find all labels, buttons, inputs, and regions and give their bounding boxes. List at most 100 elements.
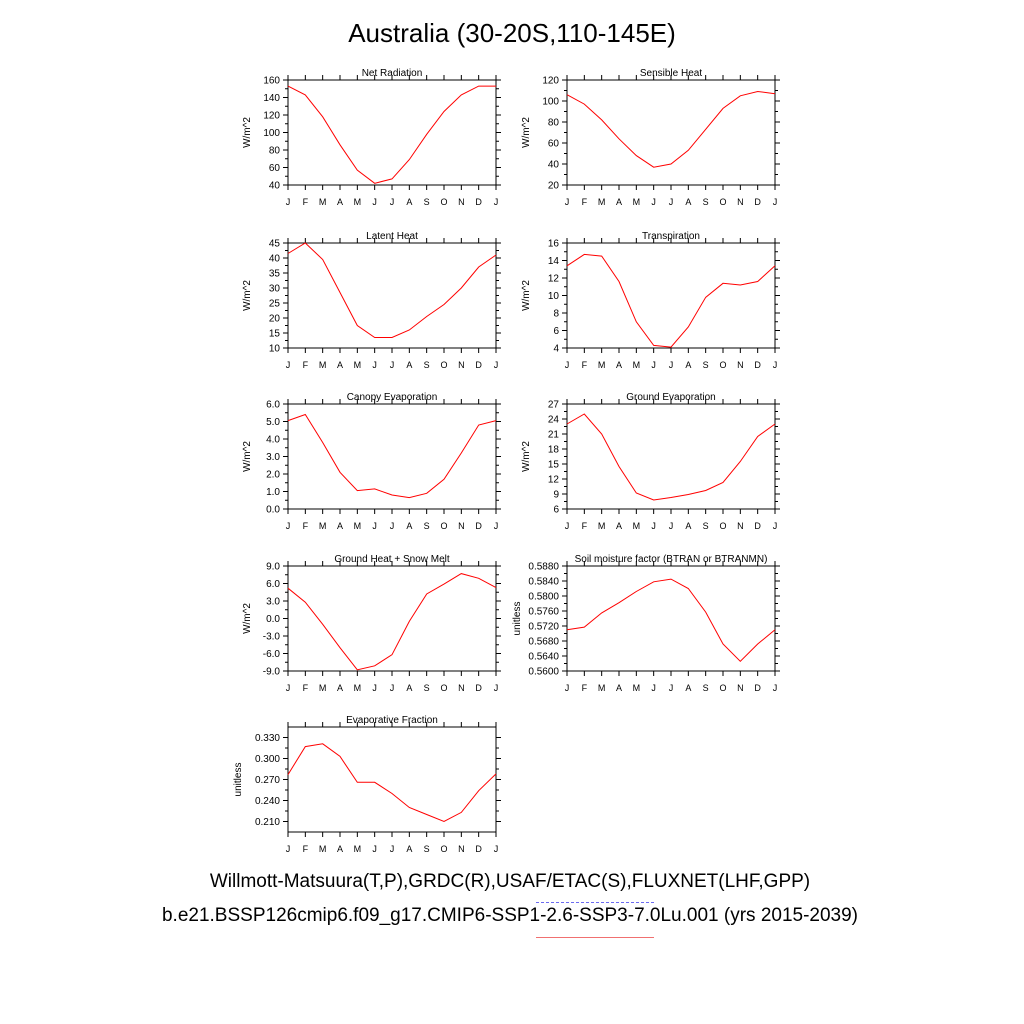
x-tick-label: D bbox=[475, 360, 482, 370]
y-tick-label: 6 bbox=[553, 505, 559, 516]
x-tick-label: M bbox=[354, 521, 362, 531]
y-tick-label: 80 bbox=[269, 146, 281, 157]
x-tick-label: O bbox=[719, 521, 726, 531]
y-tick-label: 15 bbox=[548, 460, 560, 471]
panel-title: Sensible Heat bbox=[640, 68, 702, 79]
x-tick-label: J bbox=[494, 197, 499, 207]
x-tick-label: O bbox=[440, 683, 447, 693]
x-tick-label: F bbox=[582, 683, 588, 693]
x-tick-label: J bbox=[372, 360, 377, 370]
x-tick-label: J bbox=[390, 844, 395, 854]
x-tick-label: O bbox=[719, 683, 726, 693]
y-tick-label: 3.0 bbox=[266, 597, 280, 608]
x-tick-label: N bbox=[737, 521, 744, 531]
x-tick-label: F bbox=[303, 197, 309, 207]
plot-frame bbox=[287, 403, 497, 510]
x-tick-label: A bbox=[337, 360, 343, 370]
y-tick-label: 4 bbox=[553, 344, 559, 355]
x-tick-label: M bbox=[354, 683, 362, 693]
series-line bbox=[287, 85, 496, 184]
x-tick-label: S bbox=[703, 521, 709, 531]
x-tick-label: M bbox=[633, 683, 641, 693]
y-axis-label: unitless bbox=[512, 602, 523, 636]
panel-title: Evaporative Fraction bbox=[346, 715, 438, 726]
x-tick-label: J bbox=[651, 521, 656, 531]
y-tick-label: 1.0 bbox=[266, 487, 280, 498]
x-tick-label: J bbox=[494, 360, 499, 370]
x-tick-label: J bbox=[669, 360, 674, 370]
x-tick-label: D bbox=[475, 683, 482, 693]
x-tick-label: J bbox=[372, 683, 377, 693]
x-tick-label: A bbox=[406, 360, 412, 370]
x-tick-label: A bbox=[616, 197, 622, 207]
plot-frame bbox=[287, 79, 497, 186]
x-tick-label: N bbox=[458, 360, 465, 370]
x-tick-label: D bbox=[475, 844, 482, 854]
x-tick-label: M bbox=[633, 521, 641, 531]
y-tick-label: 0.5800 bbox=[528, 592, 559, 603]
x-tick-label: J bbox=[773, 360, 778, 370]
x-tick-label: S bbox=[703, 197, 709, 207]
series-line bbox=[566, 90, 776, 168]
x-tick-label: J bbox=[651, 683, 656, 693]
x-tick-label: O bbox=[440, 521, 447, 531]
y-tick-label: 12 bbox=[548, 475, 560, 486]
series-line bbox=[287, 242, 497, 338]
y-tick-label: 0.5640 bbox=[528, 652, 559, 663]
x-tick-label: N bbox=[458, 521, 465, 531]
x-tick-label: M bbox=[598, 521, 606, 531]
y-tick-label: 16 bbox=[548, 239, 560, 250]
panel-title: Latent Heat bbox=[366, 231, 418, 242]
x-tick-label: M bbox=[354, 197, 362, 207]
y-tick-label: 0.5840 bbox=[528, 577, 559, 588]
y-tick-label: 80 bbox=[548, 118, 560, 129]
y-tick-label: 0.270 bbox=[255, 775, 280, 786]
x-tick-label: J bbox=[390, 683, 395, 693]
y-tick-label: 25 bbox=[269, 299, 281, 310]
y-tick-label: 100 bbox=[263, 128, 280, 139]
x-tick-label: A bbox=[616, 683, 622, 693]
x-tick-label: S bbox=[424, 360, 430, 370]
y-tick-label: 20 bbox=[269, 314, 281, 325]
x-tick-label: D bbox=[754, 521, 761, 531]
y-tick-label: -6.0 bbox=[263, 649, 281, 660]
x-tick-label: N bbox=[737, 683, 744, 693]
x-tick-label: J bbox=[669, 683, 674, 693]
x-tick-label: J bbox=[372, 521, 377, 531]
x-tick-label: N bbox=[737, 197, 744, 207]
x-tick-label: J bbox=[669, 197, 674, 207]
x-tick-label: A bbox=[406, 197, 412, 207]
panel-8: Soil moisture factor (BTRAN or BTRANMN) u… bbox=[512, 554, 780, 693]
legend-case-swatch bbox=[536, 937, 654, 938]
x-tick-label: O bbox=[440, 197, 447, 207]
x-tick-label: S bbox=[424, 521, 430, 531]
panel-title: Soil moisture factor (BTRAN or BTRANMN) bbox=[575, 554, 768, 565]
x-tick-label: D bbox=[754, 683, 761, 693]
plot-frame bbox=[566, 565, 776, 672]
x-tick-label: J bbox=[390, 521, 395, 531]
x-tick-label: J bbox=[494, 521, 499, 531]
y-tick-label: 60 bbox=[269, 163, 281, 174]
x-tick-label: J bbox=[773, 197, 778, 207]
x-tick-label: M bbox=[319, 360, 327, 370]
y-tick-label: 2.0 bbox=[266, 470, 280, 481]
y-tick-label: 3.0 bbox=[266, 452, 280, 463]
y-tick-label: 10 bbox=[548, 291, 560, 302]
x-tick-label: N bbox=[458, 844, 465, 854]
y-tick-label: 0.330 bbox=[255, 733, 280, 744]
x-tick-label: S bbox=[424, 197, 430, 207]
x-tick-label: J bbox=[565, 197, 570, 207]
y-tick-label: 140 bbox=[263, 93, 280, 104]
x-tick-label: M bbox=[598, 683, 606, 693]
x-tick-label: A bbox=[616, 360, 622, 370]
y-tick-label: -3.0 bbox=[263, 632, 281, 643]
series-line bbox=[287, 413, 497, 499]
y-axis-label: W/m^2 bbox=[242, 441, 253, 472]
x-tick-label: J bbox=[651, 197, 656, 207]
y-tick-label: 0.210 bbox=[255, 817, 280, 828]
y-axis-label: W/m^2 bbox=[521, 280, 532, 311]
x-tick-label: M bbox=[354, 844, 362, 854]
